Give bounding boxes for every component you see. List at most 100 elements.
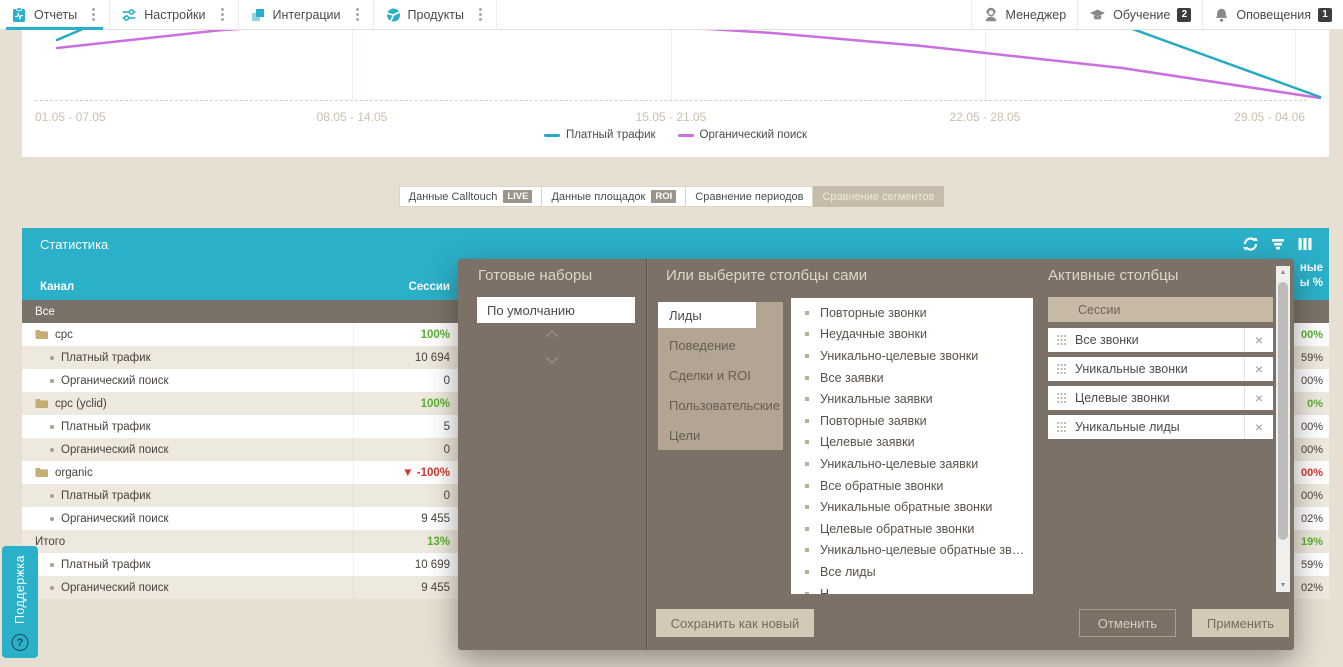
table-toolbar bbox=[1242, 236, 1313, 252]
column-option-label: Уникально-целевые обратные зв… bbox=[820, 543, 1025, 558]
drag-handle-icon[interactable] bbox=[1048, 363, 1075, 375]
modal-divider bbox=[646, 259, 647, 650]
bullet-icon bbox=[805, 505, 809, 510]
chevron-up-icon[interactable] bbox=[545, 330, 559, 338]
modal-scrollbar[interactable]: ▲ ▼ bbox=[1276, 266, 1290, 592]
bullet-icon bbox=[805, 332, 809, 337]
right-col-fragment: 59% bbox=[1300, 351, 1323, 364]
column-option[interactable]: Все обратные звонки bbox=[791, 475, 1033, 497]
active-column-item[interactable]: Уникальные звонки × bbox=[1048, 357, 1273, 381]
more-menu-icon[interactable] bbox=[353, 6, 362, 23]
active-column-item[interactable]: Целевые звонки × bbox=[1048, 386, 1273, 410]
nav-item-settings[interactable]: Настройки bbox=[110, 0, 239, 29]
active-column-label: Целевые звонки bbox=[1075, 391, 1170, 405]
legend-item-organic[interactable]: Органический поиск bbox=[677, 129, 807, 141]
tab-badge-roi: ROI bbox=[651, 190, 677, 203]
drag-handle-icon[interactable] bbox=[1048, 421, 1075, 433]
column-option-label: Уникально-целевые заявки bbox=[820, 456, 979, 471]
apply-button[interactable]: Применить bbox=[1192, 609, 1289, 637]
series-line-paid bbox=[55, 30, 1322, 99]
preset-selected[interactable]: По умолчанию bbox=[477, 297, 635, 323]
channel-label: Органический поиск bbox=[61, 443, 169, 456]
save-as-new-button[interactable]: Сохранить как новый bbox=[656, 609, 814, 637]
remove-column-icon[interactable]: × bbox=[1244, 415, 1273, 439]
sessions-value: 9 455 bbox=[421, 512, 450, 525]
columns-icon[interactable] bbox=[1297, 236, 1313, 252]
scroll-down-icon[interactable]: ▼ bbox=[1279, 582, 1287, 589]
active-column-label: Уникальные звонки bbox=[1075, 362, 1188, 376]
column-option[interactable]: Целевые заявки bbox=[791, 432, 1033, 454]
nav-item-reports[interactable]: Отчеты bbox=[0, 0, 111, 30]
bullet-icon bbox=[805, 591, 809, 594]
column-header-sessions[interactable]: Сессии bbox=[408, 281, 450, 293]
column-option[interactable]: Целевые обратные звонки bbox=[791, 518, 1033, 540]
category-deals-roi[interactable]: Сделки и ROI bbox=[669, 367, 751, 383]
bullet-icon bbox=[50, 355, 54, 360]
channel-label: Органический поиск bbox=[61, 374, 169, 387]
column-option[interactable]: Уникально-целевые звонки bbox=[791, 345, 1033, 367]
scroll-up-icon[interactable]: ▲ bbox=[1279, 269, 1287, 276]
column-option[interactable]: Все лиды bbox=[791, 561, 1033, 583]
header-fragment: ы % bbox=[1299, 277, 1323, 289]
tab-platform-data[interactable]: Данные площадок ROI bbox=[542, 186, 687, 207]
right-col-fragment: 00% bbox=[1300, 374, 1323, 387]
folder-icon bbox=[35, 468, 48, 477]
tab-label: Сравнение периодов bbox=[695, 190, 804, 203]
remove-column-icon[interactable]: × bbox=[1244, 357, 1273, 381]
nav-right-group: Менеджер Обучение 2 Оповещения 1 bbox=[970, 0, 1343, 29]
column-option[interactable]: Повторные заявки bbox=[791, 410, 1033, 432]
right-col-fragment: 00% bbox=[1300, 489, 1323, 502]
drag-handle-icon[interactable] bbox=[1048, 392, 1075, 404]
nav-item-education[interactable]: Обучение 2 bbox=[1077, 0, 1202, 29]
x-tick-label: 01.05 - 07.05 bbox=[35, 110, 106, 124]
column-option[interactable]: Повторные звонки bbox=[791, 302, 1033, 324]
nav-item-manager[interactable]: Менеджер bbox=[970, 0, 1078, 29]
column-option[interactable]: Уникально-целевые заявки bbox=[791, 453, 1033, 475]
column-option[interactable]: Уникально-целевые обратные зв… bbox=[791, 540, 1033, 562]
category-goals[interactable]: Цели bbox=[669, 427, 701, 443]
nav-left-group: Отчеты Настройки Интеграции bbox=[0, 0, 498, 30]
columns-title: Или выберите столбцы сами bbox=[666, 267, 868, 284]
column-options-list: Повторные звонки Неудачные звонки Уникал… bbox=[791, 298, 1033, 594]
tab-calltouch-data[interactable]: Данные Calltouch LIVE bbox=[398, 186, 543, 207]
legend-item-paid[interactable]: Платный трафик bbox=[543, 129, 656, 141]
category-leads[interactable]: Лиды bbox=[658, 302, 756, 328]
right-col-fragment: 00% bbox=[1300, 443, 1323, 456]
nav-item-products[interactable]: Продукты bbox=[374, 0, 498, 29]
more-menu-icon[interactable] bbox=[218, 6, 227, 23]
more-menu-icon[interactable] bbox=[476, 6, 485, 23]
sessions-value: 100% bbox=[420, 397, 450, 410]
bullet-icon bbox=[50, 516, 54, 521]
right-col-fragment: 00% bbox=[1300, 420, 1323, 433]
remove-column-icon[interactable]: × bbox=[1244, 386, 1273, 410]
column-option[interactable]: Уникальные заявки bbox=[791, 388, 1033, 410]
column-option[interactable]: Н bbox=[791, 583, 1033, 594]
education-badge: 2 bbox=[1177, 7, 1192, 22]
category-custom[interactable]: Пользовательские bbox=[669, 397, 781, 413]
support-tab[interactable]: Поддержка ? bbox=[2, 546, 38, 658]
nav-item-label: Настройки bbox=[144, 7, 206, 22]
nav-item-notifications[interactable]: Оповещения 1 bbox=[1202, 0, 1343, 29]
cancel-button[interactable]: Отменить bbox=[1079, 609, 1176, 637]
more-menu-icon[interactable] bbox=[89, 6, 98, 23]
active-column-item[interactable]: Все звонки × bbox=[1048, 328, 1273, 352]
refresh-icon[interactable] bbox=[1242, 236, 1259, 252]
column-option[interactable]: Неудачные звонки bbox=[791, 324, 1033, 346]
channel-label: organic bbox=[55, 466, 93, 479]
scrollbar-thumb[interactable] bbox=[1278, 282, 1288, 540]
nav-item-integrations[interactable]: Интеграции bbox=[239, 0, 374, 29]
gridline bbox=[671, 30, 672, 100]
category-behavior[interactable]: Поведение bbox=[669, 337, 736, 353]
column-option[interactable]: Уникальные обратные звонки bbox=[791, 496, 1033, 518]
column-header-channel[interactable]: Канал bbox=[40, 281, 75, 293]
column-option[interactable]: Все заявки bbox=[791, 367, 1033, 389]
filter-icon[interactable] bbox=[1270, 236, 1286, 252]
drag-handle-icon[interactable] bbox=[1048, 334, 1075, 346]
column-option-label: Целевые заявки bbox=[820, 435, 915, 450]
right-col-fragment: 59% bbox=[1300, 558, 1323, 571]
active-column-item[interactable]: Уникальные лиды × bbox=[1048, 415, 1273, 439]
tab-period-comparison[interactable]: Сравнение периодов bbox=[686, 186, 814, 207]
remove-column-icon[interactable]: × bbox=[1244, 328, 1273, 352]
tab-segment-comparison[interactable]: Сравнение сегментов bbox=[813, 186, 945, 207]
chevron-down-icon[interactable] bbox=[545, 356, 559, 364]
